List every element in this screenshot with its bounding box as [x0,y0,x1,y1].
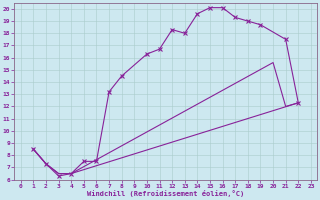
X-axis label: Windchill (Refroidissement éolien,°C): Windchill (Refroidissement éolien,°C) [87,190,244,197]
